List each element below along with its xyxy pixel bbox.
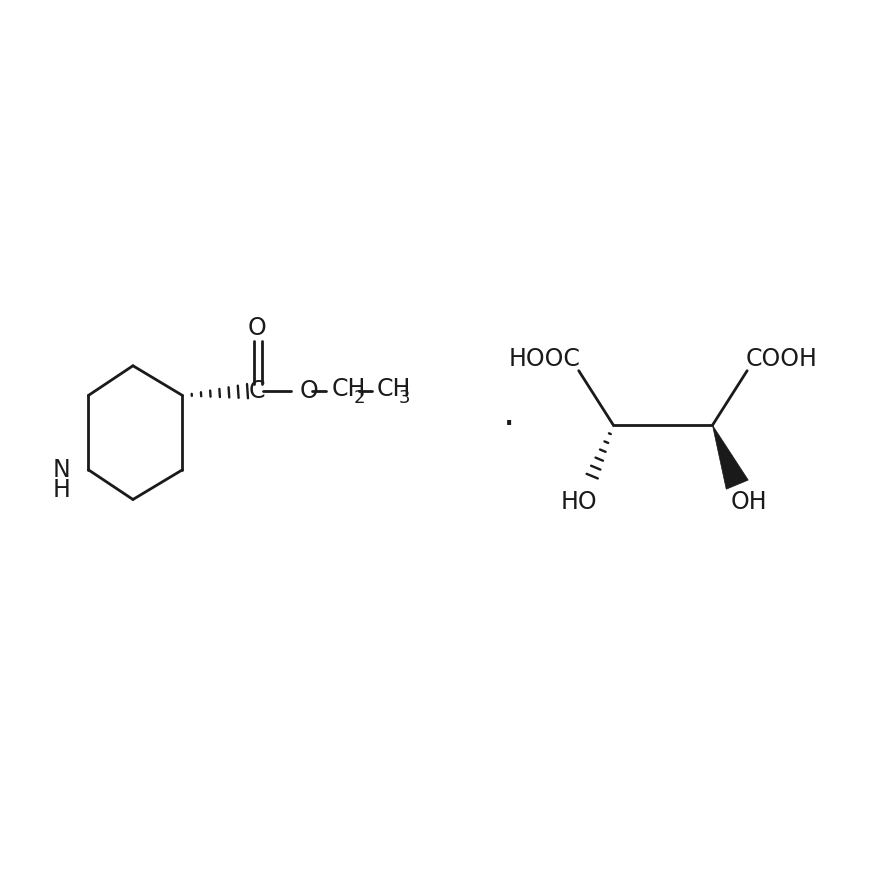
Text: OH: OH xyxy=(731,490,767,514)
Text: CH: CH xyxy=(376,376,411,400)
Text: HO: HO xyxy=(561,490,597,514)
Text: 2: 2 xyxy=(354,390,366,408)
Text: HOOC: HOOC xyxy=(508,347,580,371)
Text: COOH: COOH xyxy=(746,347,818,371)
Text: C: C xyxy=(248,378,265,402)
Text: ·: · xyxy=(503,406,515,444)
Text: O: O xyxy=(299,378,318,402)
Text: N: N xyxy=(53,457,70,481)
Text: O: O xyxy=(247,316,266,340)
Polygon shape xyxy=(713,425,748,490)
Text: CH: CH xyxy=(332,376,367,400)
Text: H: H xyxy=(53,478,70,502)
Text: 3: 3 xyxy=(399,390,410,408)
